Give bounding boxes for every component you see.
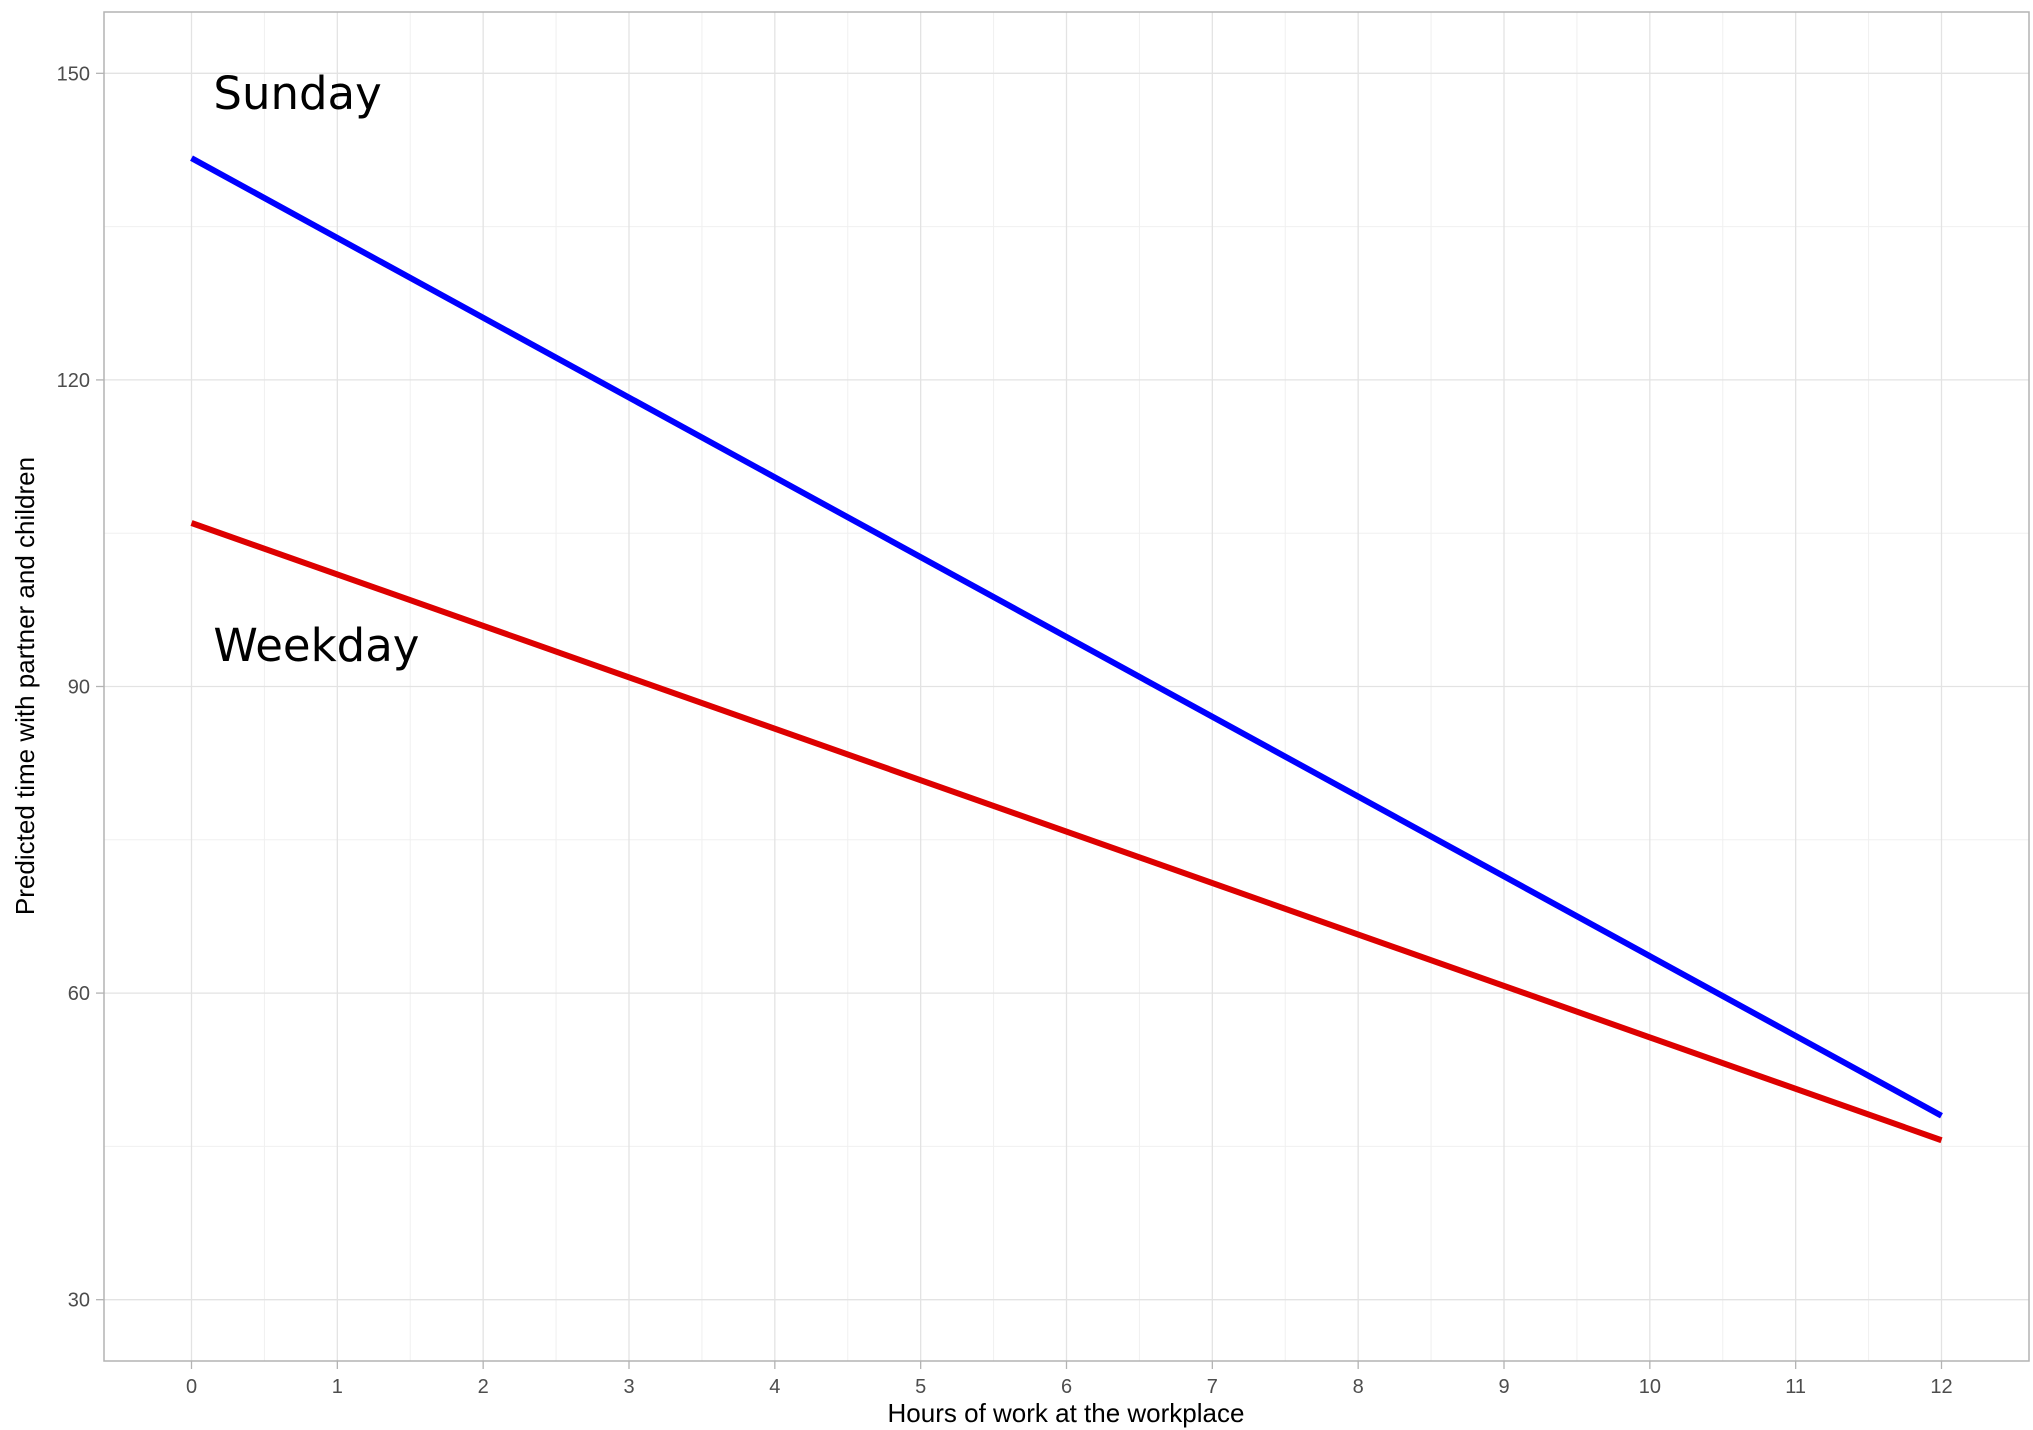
y-tick-label: 90 — [68, 677, 90, 699]
x-tick-label: 9 — [1498, 1376, 1509, 1398]
x-tick-label: 1 — [332, 1376, 343, 1398]
series-lines — [190, 155, 1943, 1144]
series-line-sunday — [190, 155, 1943, 1119]
x-tick-label: 7 — [1207, 1376, 1218, 1398]
annotation-weekday: Weekday — [213, 619, 419, 672]
x-tick-label: 12 — [1930, 1376, 1952, 1398]
x-tick-label: 4 — [769, 1376, 780, 1398]
x-tick-label: 8 — [1353, 1376, 1364, 1398]
annotation-sunday: Sunday — [213, 67, 381, 120]
y-axis-title: Predicted time with partner and children — [10, 457, 40, 915]
x-axis-ticks: 0 1 2 3 4 5 6 7 8 9 10 11 12 — [186, 1361, 1953, 1398]
x-tick-label: 11 — [1785, 1376, 1806, 1398]
x-tick-label: 0 — [186, 1376, 197, 1398]
y-tick-label: 120 — [57, 370, 90, 392]
line-annotations: Sunday Weekday — [213, 67, 419, 672]
x-tick-label: 5 — [915, 1376, 926, 1398]
y-axis-ticks: 30 60 90 120 150 — [57, 63, 104, 1312]
x-tick-label: 6 — [1061, 1376, 1072, 1398]
x-tick-label: 10 — [1639, 1376, 1661, 1398]
series-line-weekday — [190, 520, 1943, 1144]
major-gridlines — [104, 12, 2029, 1361]
x-axis-title: Hours of work at the workplace — [888, 1398, 1245, 1428]
y-tick-label: 30 — [68, 1290, 90, 1312]
x-tick-label: 3 — [623, 1376, 634, 1398]
y-tick-label: 60 — [68, 983, 90, 1005]
x-tick-label: 2 — [478, 1376, 489, 1398]
y-tick-label: 150 — [57, 63, 90, 85]
